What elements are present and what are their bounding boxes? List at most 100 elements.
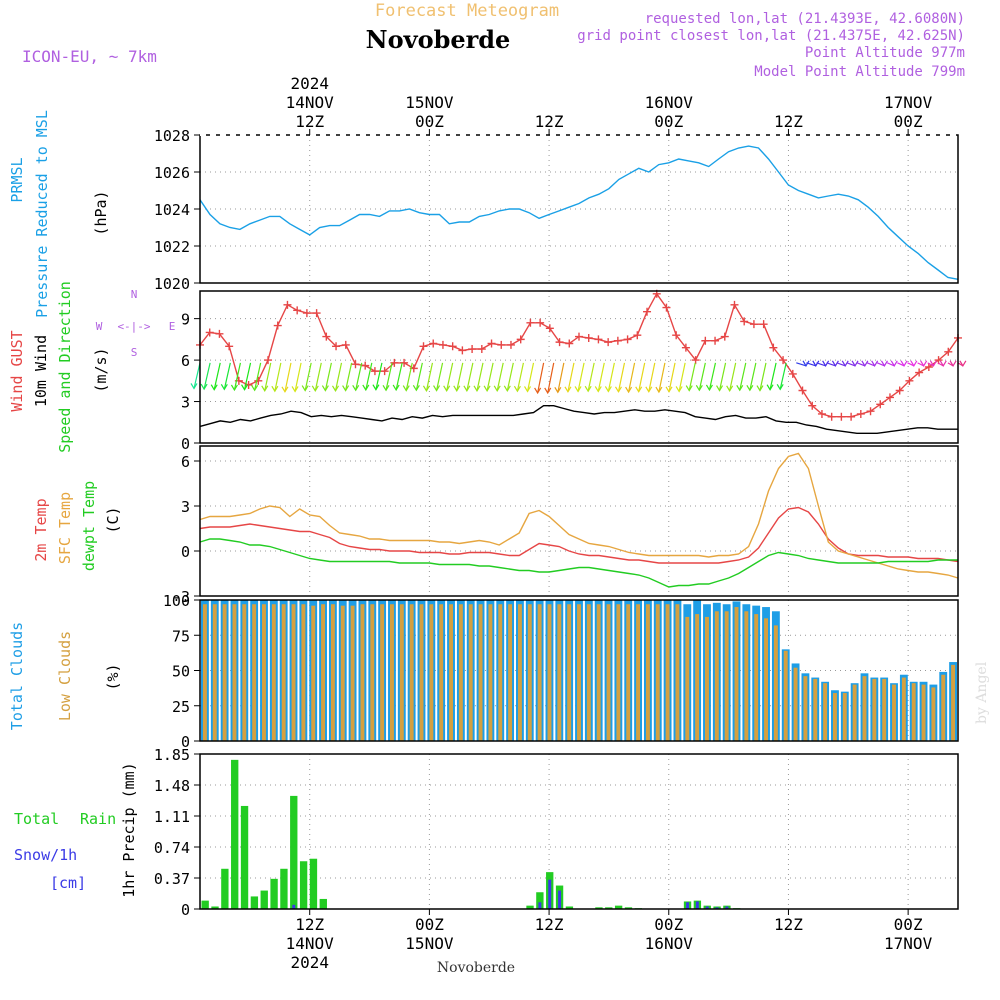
low-cloud-bar xyxy=(724,611,729,741)
low-cloud-bar xyxy=(262,604,266,741)
gust-marker xyxy=(623,335,632,344)
wind-arrowhead xyxy=(554,387,562,394)
wind-arrowhead xyxy=(220,384,228,391)
snow-bar xyxy=(725,906,729,909)
wind-arrowhead xyxy=(352,384,360,392)
y-tick-label: 1022 xyxy=(154,238,190,256)
wind-arrowhead xyxy=(503,385,511,393)
gust-marker xyxy=(322,332,331,341)
gust-marker xyxy=(458,346,467,355)
wind-arrow xyxy=(708,362,717,391)
gust-marker xyxy=(477,345,486,354)
x-tick-label-bottom: 00Z xyxy=(654,915,683,934)
dewpt-line xyxy=(199,538,958,588)
wind-arrow xyxy=(907,362,915,367)
y-tick-label: 1.85 xyxy=(154,746,190,764)
wind-arrowhead xyxy=(822,360,830,368)
wind-arrow xyxy=(304,362,312,391)
gust-marker xyxy=(691,356,700,365)
total-clouds-label: Total Clouds xyxy=(8,622,26,730)
wind-arrow xyxy=(816,362,826,367)
gust-marker xyxy=(604,338,613,347)
wind-arrow xyxy=(375,362,383,390)
precip-axis-label: 1hr Precip (mm) xyxy=(120,762,138,897)
low-cloud-bar xyxy=(399,604,404,741)
panel-frame xyxy=(199,599,959,742)
x-tick-label-top: 00Z xyxy=(654,112,683,131)
wind-arrow xyxy=(769,362,777,390)
wind-arrow xyxy=(324,362,332,391)
wind-arrowhead xyxy=(766,384,774,391)
low-cloud-bar xyxy=(567,604,572,741)
x-tick-label-bottom: 12Z xyxy=(535,915,564,934)
wind-arrow xyxy=(294,362,302,392)
snow-label: Snow/1h xyxy=(14,846,77,864)
wind-arrowhead xyxy=(513,385,521,393)
wind-arrowhead xyxy=(392,384,400,392)
x-tick-label-top: 16NOV xyxy=(645,93,694,112)
gust-marker xyxy=(905,376,914,385)
gust-marker xyxy=(555,338,564,347)
panel-frame xyxy=(199,445,959,597)
wind-arrow xyxy=(243,362,252,390)
gust-marker xyxy=(613,336,622,345)
wind-arrow xyxy=(678,362,686,392)
wind-arrowhead xyxy=(241,384,249,391)
wind-arrow xyxy=(213,362,221,390)
low-cloud-bar xyxy=(872,678,877,741)
wind-arrow xyxy=(668,362,676,392)
low-cloud-bar xyxy=(409,604,414,741)
wind-arrow xyxy=(435,362,444,391)
wind-arrow xyxy=(836,362,846,367)
low-cloud-bar xyxy=(655,604,660,741)
low-cloud-bar xyxy=(508,604,513,741)
wind-arrowhead xyxy=(802,360,810,368)
wind-arrowhead xyxy=(301,385,309,392)
pressure-line xyxy=(199,145,959,280)
x-tick-label-top: 2024 xyxy=(290,74,329,93)
x-tick-label-bottom: 14NOV xyxy=(286,934,335,953)
y-tick-label: 6 xyxy=(181,352,190,370)
wind-arrowhead xyxy=(685,385,693,392)
precip-labels: Total Rain Snow/1h [cm] 1hr Precip (mm) xyxy=(14,762,138,897)
wind-arrow xyxy=(796,362,807,367)
wind-arrowhead xyxy=(910,360,918,368)
wind-arrow xyxy=(355,362,363,391)
y-tick-label: 6 xyxy=(181,453,190,471)
wind-arrowhead xyxy=(534,387,542,395)
y-tick-label: 1026 xyxy=(154,164,190,182)
x-tick-label-top: 17NOV xyxy=(884,93,933,112)
compass-w: W xyxy=(96,320,103,333)
wind-arrowhead xyxy=(473,385,481,393)
wind-arrowhead xyxy=(331,385,340,393)
rain-bar xyxy=(309,858,318,909)
low-cloud-bar xyxy=(301,604,306,741)
gust-marker xyxy=(506,340,515,349)
low-cloud-bar xyxy=(773,625,778,741)
low-cloud-bar xyxy=(419,604,424,741)
wind-arrowhead xyxy=(890,360,898,368)
wind-arrowhead xyxy=(463,385,471,393)
wind-arrowhead xyxy=(675,386,683,393)
wind-arrow xyxy=(547,362,555,394)
x-tick-label-top: 12Z xyxy=(535,112,564,131)
gust-marker xyxy=(817,409,826,418)
rain-bar xyxy=(240,805,249,909)
wind10m-label: 10m Wind xyxy=(32,335,50,407)
gust-marker xyxy=(545,324,554,333)
x-tick-label-bottom: 00Z xyxy=(415,915,444,934)
gust-marker xyxy=(837,412,846,421)
wind-arrow xyxy=(866,362,875,367)
rain-bar xyxy=(614,905,623,909)
location-title: Novoberde xyxy=(366,25,511,54)
y-tick-label: 1024 xyxy=(154,201,190,219)
wind-arrow xyxy=(537,362,545,394)
x-tick-labels: 202414NOV12Z12Z14NOV202415NOV00Z00Z15NOV… xyxy=(286,74,933,972)
wind-arrowhead xyxy=(920,360,928,368)
wind-arrowhead xyxy=(851,360,859,368)
low-cloud-bar xyxy=(645,604,650,741)
gust-marker xyxy=(788,369,797,378)
low-cloud-bar xyxy=(321,604,326,741)
low-cloud-bar xyxy=(281,604,286,741)
